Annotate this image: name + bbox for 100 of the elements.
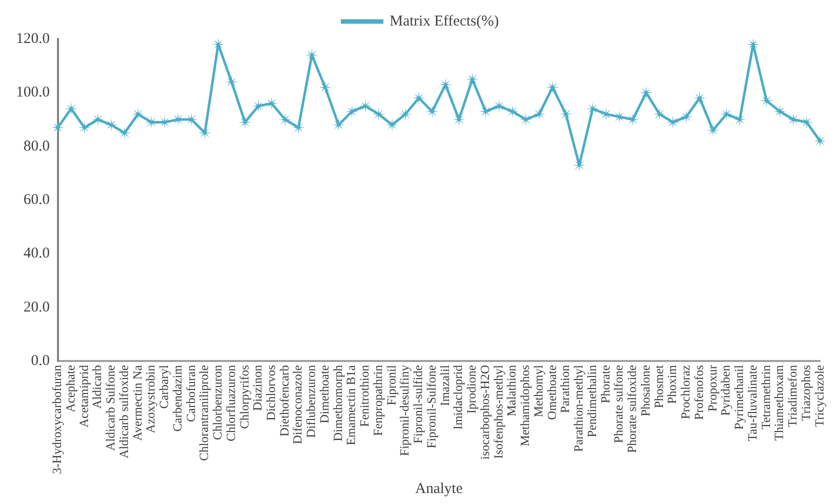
x-tick-label: Malathion <box>504 364 519 416</box>
point <box>746 38 760 51</box>
x-tick-label: Methomyl <box>531 364 546 418</box>
y-tick-label: 0.0 <box>31 352 50 369</box>
point <box>506 104 519 118</box>
x-tick-label: Imazalil <box>438 364 452 406</box>
x-tick-label: Dimethoate <box>317 364 332 424</box>
x-tick-label: Phosalone <box>638 364 652 416</box>
x-tick-label: Fenpropathrin <box>370 364 385 436</box>
point <box>466 72 479 86</box>
x-tick-label: Emamectin B1a <box>344 364 358 446</box>
x-tick-label: 3-Hydroxycarbofuran <box>50 364 64 474</box>
x-tick-label: Diazinon <box>250 364 265 411</box>
point <box>666 116 680 129</box>
point <box>238 116 252 129</box>
x-tick-label: Phosmet <box>652 364 666 408</box>
x-tick-label: Triazophos <box>798 364 813 421</box>
point <box>278 113 292 126</box>
point <box>786 113 800 126</box>
point <box>559 108 572 121</box>
point <box>252 100 265 113</box>
x-tick-label: Phorate sulfoxide <box>625 364 640 453</box>
legend-label: Matrix Effects(%) <box>390 13 499 30</box>
point <box>412 92 426 105</box>
x-tick-label: Fipronil-Sulfone <box>424 364 438 448</box>
y-tick-label: 120.0 <box>16 30 50 47</box>
x-tick-label: Tau-fluvalinate <box>745 364 760 442</box>
x-tick-label: Fipronil-sulfide <box>411 364 426 444</box>
x-tick-label: Diethofencarb <box>277 365 292 437</box>
point <box>398 108 412 121</box>
point <box>426 104 439 118</box>
point <box>439 78 452 92</box>
point <box>372 108 386 121</box>
x-tick-label: Pyrimethanil <box>732 364 746 430</box>
x-tick-label: Acephate <box>63 364 78 412</box>
point <box>104 118 118 132</box>
x-tick-label: Dichlorvos <box>264 364 278 421</box>
x-tick-label: Chlorbenzuron <box>210 364 225 440</box>
x-tick-label: Aldicarb Sulfone <box>104 364 118 451</box>
x-tick-label: Dimethomorph <box>330 364 345 442</box>
point <box>653 108 666 121</box>
x-tick-label: Acetamiprid <box>76 364 91 428</box>
point <box>800 116 814 129</box>
point <box>532 108 546 121</box>
y-tick-label: 80.0 <box>24 138 50 154</box>
point <box>626 113 640 126</box>
point <box>158 116 172 129</box>
point <box>265 96 278 110</box>
point <box>292 121 305 134</box>
x-tick-label: Carbofuran <box>184 364 198 422</box>
point <box>586 102 600 116</box>
x-tick-label: Triadimefon <box>786 364 800 428</box>
point <box>78 121 91 134</box>
x-tick-label: Parathion <box>558 364 572 413</box>
y-tick-label: 60.0 <box>24 192 50 208</box>
point <box>760 94 774 108</box>
x-tick-label: Profenofos <box>692 364 706 420</box>
point <box>773 104 786 118</box>
point <box>358 100 372 113</box>
point <box>51 121 64 134</box>
x-tick-label: Phorate sulfone <box>612 364 626 444</box>
x-tick-label: Thiamethoxam <box>772 364 786 441</box>
x-tick-label: Chlorpyrifos <box>237 364 252 429</box>
x-tick-label: Iprodione <box>464 364 479 414</box>
x-tick-label: Prochloraz <box>678 364 693 420</box>
point <box>680 110 693 124</box>
x-tick-label: Fipronil-desulfiny <box>398 364 412 456</box>
x-tick-label: Fenitrothion <box>358 364 372 427</box>
point <box>600 108 613 121</box>
point <box>720 108 733 121</box>
y-tick-label: 100.0 <box>16 84 50 101</box>
x-tick-label: Pendimethalin <box>584 364 599 438</box>
point <box>225 75 238 88</box>
point <box>452 113 466 126</box>
x-tick-label: Isofenphos-methyl <box>491 364 506 459</box>
x-tick-label: Fipronil <box>384 364 398 406</box>
x-tick-label: Tetramethrin <box>758 364 773 430</box>
x-tick-label: Tricyclazole <box>812 364 826 428</box>
point <box>64 102 78 116</box>
point <box>612 110 626 124</box>
x-tick-label: Pyridaben <box>718 364 733 416</box>
point <box>144 116 158 129</box>
x-tick-label: Omethoate <box>544 364 559 420</box>
point <box>305 48 318 62</box>
x-tick-label: Carbendazim <box>170 364 184 432</box>
x-tick-label: Difenoconazole <box>290 364 305 444</box>
x-tick-label: Methamidophos <box>518 364 532 446</box>
y-tick-label: 20.0 <box>24 299 50 316</box>
point <box>345 104 358 118</box>
point <box>706 124 720 137</box>
x-tick-label: isocarbophos-H2O <box>478 365 492 460</box>
point <box>131 108 144 121</box>
point <box>332 118 346 132</box>
point <box>733 113 746 126</box>
point <box>318 80 332 94</box>
x-tick-label: Phoxim <box>665 364 680 404</box>
point <box>640 86 653 100</box>
x-tick-label: Imidacloprid <box>451 364 466 430</box>
x-tick-label: Diflubenzuron <box>304 364 318 438</box>
x-axis-title: Analyte <box>415 480 463 497</box>
